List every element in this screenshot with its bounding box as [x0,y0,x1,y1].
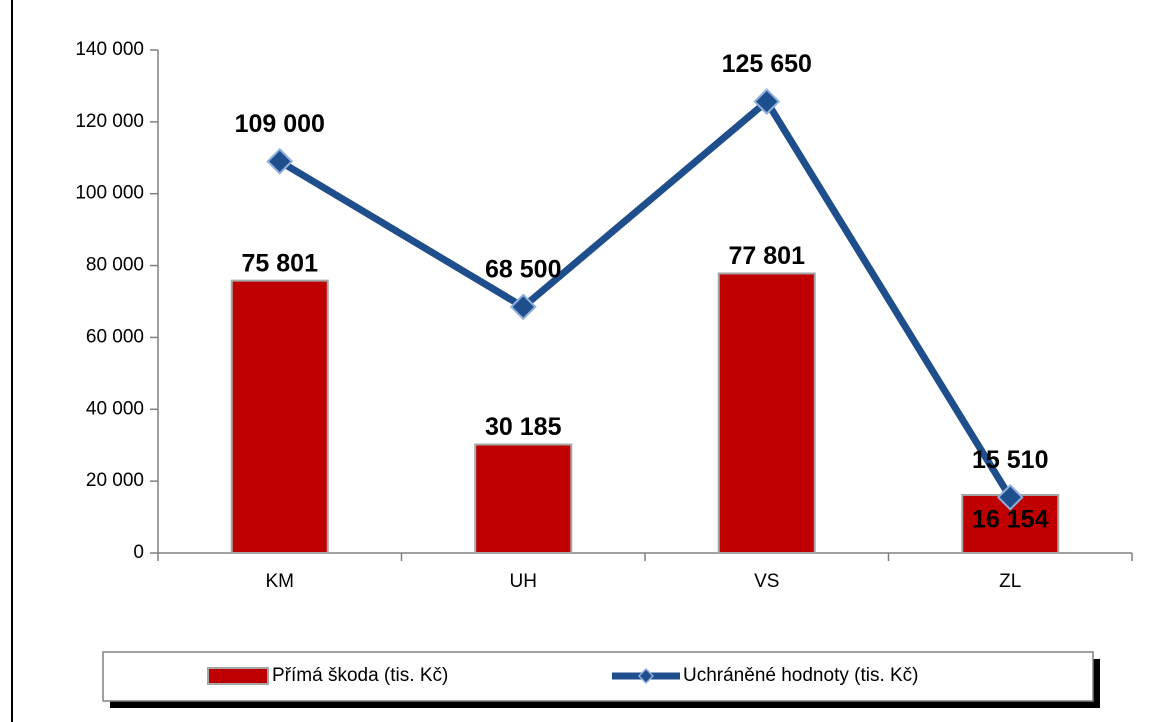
bar [230,279,329,554]
y-tick-label: 120 000 [75,111,144,132]
y-tick-label: 40 000 [86,398,144,419]
value-label: 109 000 [235,110,325,138]
line-marker [753,88,781,115]
legend-swatch [207,667,269,685]
x-tick-label: VS [754,571,779,592]
y-tick-label: 60 000 [86,326,144,347]
y-tick-label: 140 000 [75,39,144,60]
y-tick-label: 20 000 [86,470,144,491]
y-tick-label: 0 [133,542,144,563]
value-label: 68 500 [485,255,561,283]
x-tick-label: KM [266,571,295,592]
value-label: 16 154 [972,506,1049,534]
bar [717,272,816,554]
legend-marker [637,667,655,685]
x-tick-label: ZL [999,571,1021,592]
value-label: 77 801 [729,242,806,270]
legend-label: Uchráněné hodnoty (tis. Kč) [683,665,919,686]
bar [474,443,573,555]
value-label: 75 801 [242,249,319,277]
legend-label: Přímá škoda (tis. Kč) [272,665,448,686]
x-tick-label: UH [510,571,537,592]
y-tick-label: 100 000 [75,183,144,204]
line-marker [509,293,537,321]
value-label: 125 650 [722,50,812,78]
line-marker [266,147,294,175]
y-tick-label: 80 000 [86,255,144,276]
line-marker [996,483,1024,511]
value-label: 30 185 [485,413,562,441]
value-label: 15 510 [972,446,1048,474]
line [277,98,1014,500]
